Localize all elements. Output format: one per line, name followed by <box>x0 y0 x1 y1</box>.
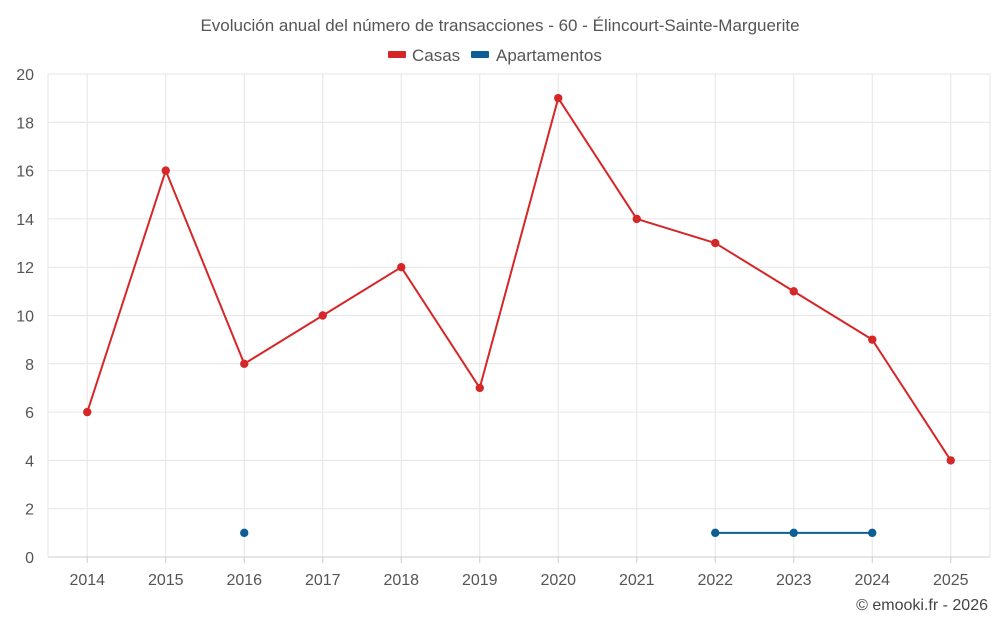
x-tick-label: 2017 <box>305 572 341 589</box>
y-tick-label: 16 <box>16 164 34 181</box>
data-point-casas[interactable] <box>318 311 327 320</box>
data-point-casas[interactable] <box>554 93 563 103</box>
legend-label-casas[interactable]: Casas <box>412 46 460 65</box>
x-tick-label: 2015 <box>148 572 184 589</box>
y-tick-label: 6 <box>25 405 34 422</box>
x-tick-label: 2016 <box>226 572 262 589</box>
y-tick-label: 12 <box>16 260 34 277</box>
data-point-apartamentos[interactable] <box>711 528 720 538</box>
legend-label-apartamentos[interactable]: Apartamentos <box>496 46 602 65</box>
data-point-casas[interactable] <box>946 456 955 465</box>
x-tick-label: 2025 <box>933 572 969 589</box>
data-point-casas[interactable] <box>240 359 249 368</box>
series-apartamentos <box>240 528 877 538</box>
x-tick-label: 2020 <box>540 572 576 589</box>
data-point-casas[interactable] <box>475 383 484 393</box>
y-tick-label: 18 <box>16 115 34 132</box>
grid <box>48 73 990 557</box>
series-casas <box>83 93 955 465</box>
y-tick-label: 20 <box>16 67 34 84</box>
data-point-casas[interactable] <box>632 214 641 224</box>
x-tick-label: 2014 <box>69 572 105 589</box>
data-point-casas[interactable] <box>789 287 798 296</box>
series <box>83 93 955 538</box>
x-tick-label: 2022 <box>697 572 733 589</box>
x-tick-label: 2024 <box>854 572 890 589</box>
legend-swatch-casas <box>388 51 406 58</box>
data-point-casas[interactable] <box>161 166 170 175</box>
y-tick-label: 10 <box>16 309 34 326</box>
x-tick-label: 2023 <box>776 572 812 589</box>
y-tick-label: 0 <box>25 550 34 567</box>
y-tick-label: 14 <box>16 212 34 229</box>
chart-title: Evolución anual del número de transaccio… <box>200 16 799 35</box>
data-point-casas[interactable] <box>397 263 406 272</box>
data-point-apartamentos[interactable] <box>240 528 249 538</box>
axes: 0 2 4 6 8 10 12 14 16 18 20 2014 2015 2016 2017 2018 201… <box>16 67 991 589</box>
credit-text: © emooki.fr - 2026 <box>856 597 988 614</box>
data-point-casas[interactable] <box>83 407 92 417</box>
legend[interactable]: Casas Apartamentos <box>388 46 602 65</box>
y-tick-label: 8 <box>25 357 34 374</box>
x-tick-label: 2018 <box>383 572 419 589</box>
x-tick-label: 2019 <box>462 572 498 589</box>
legend-swatch-apartamentos <box>471 51 489 58</box>
data-point-casas[interactable] <box>711 238 720 248</box>
x-tick-label: 2021 <box>619 572 655 589</box>
data-point-apartamentos[interactable] <box>789 528 798 538</box>
series-line-casas <box>86 97 952 461</box>
y-tick-label: 4 <box>25 453 34 470</box>
data-point-casas[interactable] <box>868 335 877 344</box>
data-point-apartamentos[interactable] <box>868 528 877 538</box>
y-tick-label: 2 <box>25 502 34 519</box>
